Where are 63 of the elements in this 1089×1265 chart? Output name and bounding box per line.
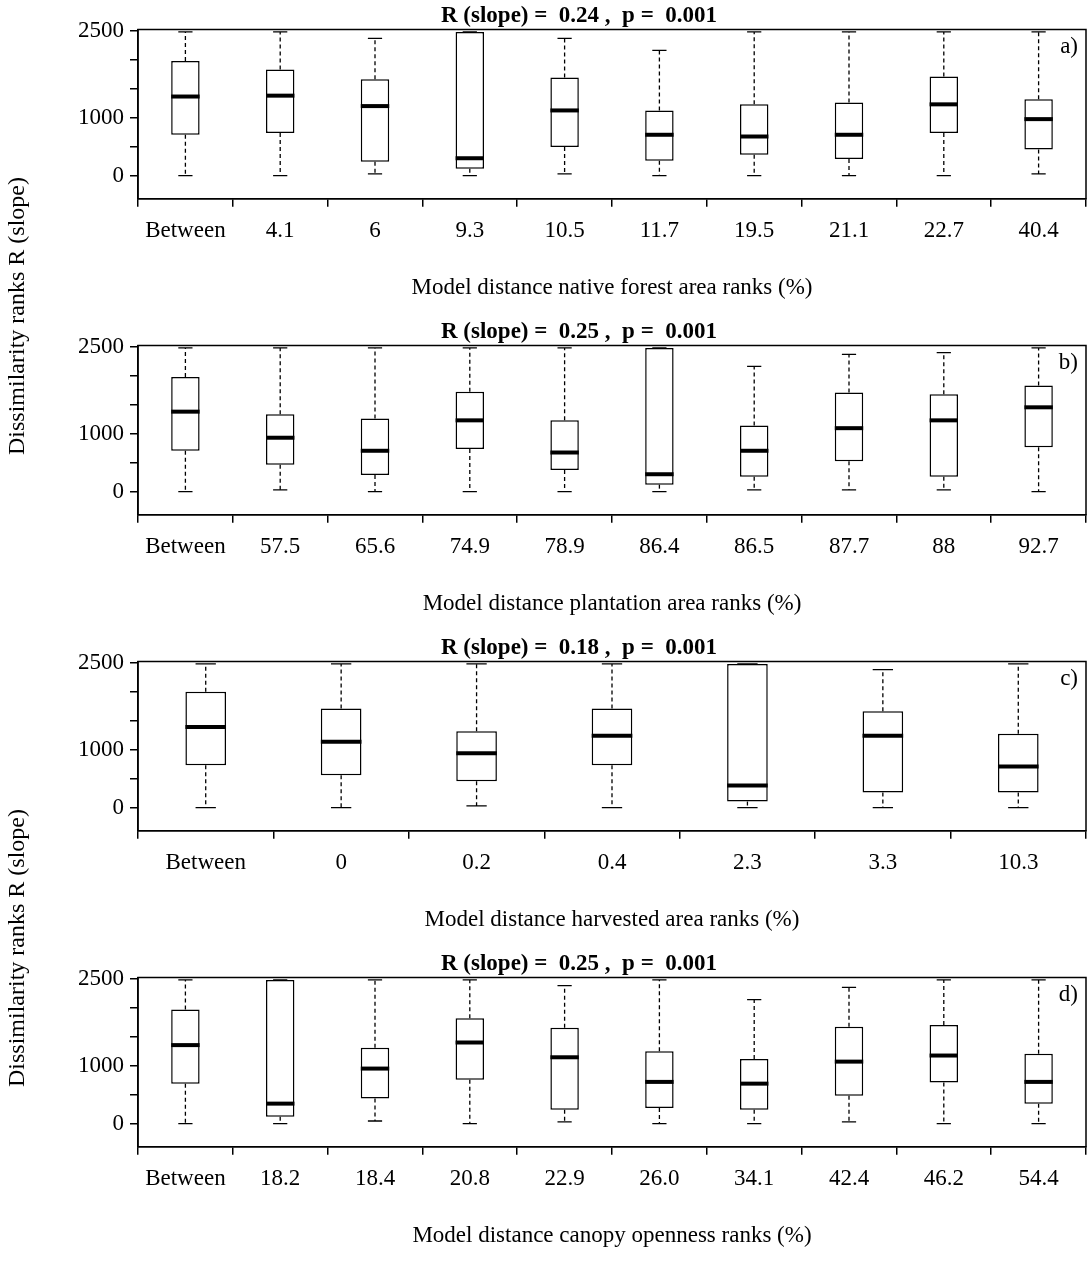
- x-tick-label: 40.4: [1018, 216, 1060, 242]
- x-tick-label: 87.7: [828, 532, 870, 558]
- y-tick-label: 1000: [78, 103, 124, 129]
- x-tick-label: 22.9: [544, 1164, 585, 1190]
- y-tick-label: 2500: [78, 648, 124, 674]
- y-tick-label: 0: [112, 477, 124, 503]
- y-tick-label: 0: [112, 161, 124, 187]
- y-tick-label: 1000: [78, 1051, 124, 1077]
- chart-title: R (slope) = 0.25 , p = 0.001: [440, 949, 718, 975]
- x-tick-label: 65.6: [354, 532, 396, 558]
- x-axis-title: Model distance native forest area ranks (%): [411, 274, 813, 300]
- y-tick-label: 0: [112, 793, 124, 819]
- x-tick-label: 9.3: [455, 216, 485, 242]
- x-tick-label: Between: [145, 532, 227, 558]
- x-tick-label: 26.0: [639, 1164, 680, 1190]
- x-tick-label: 6: [369, 216, 381, 242]
- x-tick-label: 46.2: [923, 1164, 964, 1190]
- x-tick-label: 42.4: [828, 1164, 870, 1190]
- y-tick-label: 1000: [78, 419, 124, 445]
- x-tick-label: 2.3: [733, 848, 762, 874]
- y-tick-label: 2500: [78, 332, 124, 358]
- x-tick-label: 4.1: [265, 216, 295, 242]
- x-tick-label: 34.1: [734, 1164, 775, 1190]
- x-tick-label: 18.4: [354, 1164, 396, 1190]
- x-tick-label: 88: [932, 532, 956, 558]
- x-tick-label: 0.2: [462, 848, 491, 874]
- x-tick-label: 18.2: [260, 1164, 301, 1190]
- x-tick-label: 22.7: [923, 216, 964, 242]
- x-tick-label: 86.5: [734, 532, 775, 558]
- x-tick-label: Between: [145, 1164, 227, 1190]
- x-axis-title: Model distance canopy openness ranks (%): [412, 1222, 812, 1248]
- x-tick-label: Between: [165, 848, 247, 874]
- annotation: a): [1060, 33, 1078, 59]
- x-tick-label: 57.5: [260, 532, 301, 558]
- x-tick-label: 20.8: [449, 1164, 490, 1190]
- x-tick-label: 0.4: [597, 848, 627, 874]
- annotation: d): [1058, 981, 1078, 1007]
- y-tick-label: 2500: [78, 16, 124, 42]
- x-tick-label: 3.3: [868, 848, 898, 874]
- x-axis-title: Model distance plantation area ranks (%): [422, 590, 802, 616]
- y-axis-title: Dissimilarity ranks R (slope): [2, 177, 30, 455]
- x-tick-label: 92.7: [1018, 532, 1059, 558]
- x-tick-label: 19.5: [734, 216, 775, 242]
- y-axis-title: Dissimilarity ranks R (slope): [2, 809, 30, 1087]
- chart-title: R (slope) = 0.25 , p = 0.001: [440, 317, 718, 343]
- x-tick-label: 21.1: [828, 216, 870, 242]
- x-tick-label: 10.3: [998, 848, 1039, 874]
- x-tick-label: 11.7: [639, 216, 680, 242]
- x-tick-label: 10.5: [544, 216, 585, 242]
- x-tick-label: 86.4: [639, 532, 681, 558]
- annotation: c): [1060, 665, 1078, 691]
- y-tick-label: 1000: [78, 735, 124, 761]
- x-tick-label: Between: [145, 216, 227, 242]
- annotation: b): [1058, 349, 1078, 375]
- y-tick-label: 0: [112, 1109, 124, 1135]
- x-tick-label: 0: [335, 848, 347, 874]
- y-tick-label: 2500: [78, 964, 124, 990]
- x-tick-label: 78.9: [544, 532, 585, 558]
- x-axis-title: Model distance harvested area ranks (%): [424, 906, 800, 932]
- chart-title: R (slope) = 0.24 , p = 0.001: [440, 1, 718, 27]
- x-tick-label: 74.9: [449, 532, 490, 558]
- x-tick-label: 54.4: [1018, 1164, 1060, 1190]
- chart-title: R (slope) = 0.18 , p = 0.001: [440, 633, 718, 659]
